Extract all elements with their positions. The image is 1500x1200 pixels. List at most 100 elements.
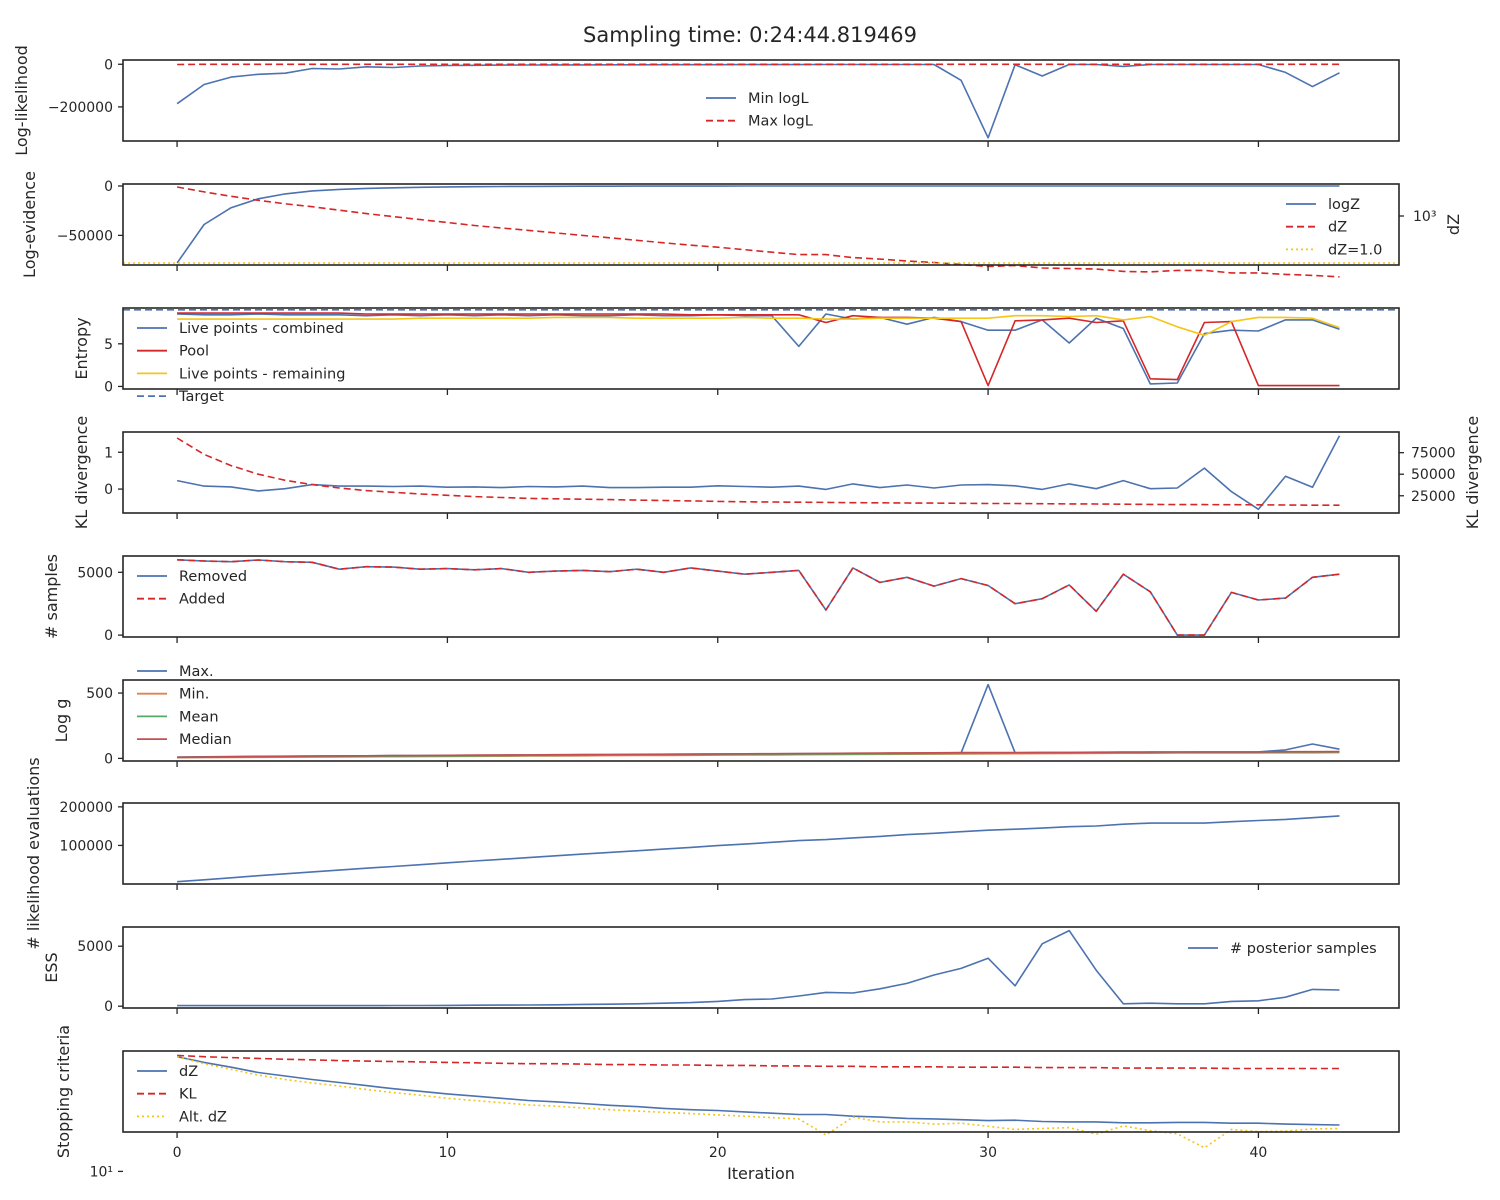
x-tick-label: 30 <box>979 1145 997 1161</box>
y-tick-label: −200000 <box>48 100 113 116</box>
axes-frame <box>122 183 1400 266</box>
series-line-dz <box>176 186 1340 278</box>
legend-entry: Max logL <box>748 114 813 130</box>
series-line-added <box>177 559 1340 636</box>
subplot-2: 0 −50000 10³ dZ Log-evidence logZ dZ dZ=1.0 <box>20 171 1463 278</box>
legend-entry: Pool <box>179 344 209 360</box>
axes-frame <box>122 802 1400 885</box>
y-tick-label: 500 <box>86 686 113 702</box>
legend-entry: Median <box>179 732 232 748</box>
legend-entry: # posterior samples <box>1230 941 1377 957</box>
y-tick-label: 0 <box>104 628 113 644</box>
legend: Max. Min. Mean Median <box>137 664 232 748</box>
y-tick-label: 200000 <box>60 800 113 816</box>
x-tick-label: 0 <box>173 1145 182 1161</box>
legend: Live points - combined Pool Live points - … <box>137 321 345 405</box>
y-tick-label: 10¹ <box>90 1164 113 1180</box>
y-axis-label: # likelihood evaluations <box>24 757 43 949</box>
y-tick-label: 0 <box>104 379 113 395</box>
series-line-dz <box>176 1055 1340 1126</box>
y-tick-label: 0 <box>104 999 113 1015</box>
legend-entry: dZ <box>179 1064 198 1080</box>
y-tick-label: 5000 <box>77 565 113 581</box>
legend-entry: Removed <box>179 569 247 585</box>
series-line-median <box>177 750 1340 759</box>
y-tick-label: 100000 <box>60 838 113 854</box>
series-line-live-points-remaining <box>177 314 1340 337</box>
y-tick-label: 0 <box>104 57 113 73</box>
subplots: 0 −200000 Log-likelihood Min logL Max logL 0 −… <box>12 45 1482 1183</box>
y-axis-label: Entropy <box>72 317 91 379</box>
legend: logZ dZ dZ=1.0 <box>1286 197 1382 258</box>
y-tick-label: 0 <box>104 482 113 498</box>
y-axis-label: Stopping criteria <box>54 1025 73 1158</box>
x-tick-label: 40 <box>1250 1145 1268 1161</box>
subplot-7: 100000 200000 # likelihood evaluations <box>24 757 1400 950</box>
subplot-6: 0 500 Log g Max. Min. Mean Median <box>52 664 1400 767</box>
series-line-max <box>177 683 1340 758</box>
series-line-posterior-samples <box>177 929 1340 1007</box>
x-axis-label: Iteration <box>727 1164 795 1183</box>
axes-frame <box>122 431 1400 514</box>
y-axis-label: ESS <box>42 952 61 982</box>
legend-entry: Live points - remaining <box>179 366 345 382</box>
series-line-s1 <box>176 435 1341 511</box>
legend-entry: Alt. dZ <box>179 1109 227 1125</box>
legend: Removed Added <box>137 569 247 608</box>
y-tick-label: 5 <box>104 337 113 353</box>
y-tick-label: 1 <box>104 445 113 461</box>
y-tick-label: 0 <box>104 179 113 195</box>
legend: Min logL Max logL <box>706 91 813 130</box>
legend-entry: Target <box>178 389 224 405</box>
axes-frame <box>122 679 1400 762</box>
series-line-live-points-combined <box>177 313 1340 385</box>
legend-entry: dZ=1.0 <box>1328 242 1382 258</box>
series-line-logz <box>176 185 1340 264</box>
y-axis-label: # samples <box>42 554 61 639</box>
legend-entry: Added <box>179 592 225 608</box>
figure-title: Sampling time: 0:24:44.819469 <box>583 23 917 47</box>
y2-tick-label: 25000 <box>1411 489 1456 505</box>
y-tick-label: 0 <box>104 751 113 767</box>
legend-entry: Min logL <box>748 91 809 107</box>
series-line-kl <box>177 1054 1340 1070</box>
legend-entry: Max. <box>179 664 214 680</box>
legend-entry: Min. <box>179 687 209 703</box>
axes-frame <box>122 59 1400 142</box>
y-axis-label: KL divergence <box>72 416 91 529</box>
axes-frame <box>122 926 1400 1009</box>
y2-axis-label: dZ <box>1444 214 1463 235</box>
series-line-s2 <box>176 437 1340 507</box>
x-tick-label: 20 <box>709 1145 727 1161</box>
axes-frame <box>122 307 1400 390</box>
y-axis-label: Log-evidence <box>20 171 39 278</box>
series-line-pool <box>177 312 1340 387</box>
subplot-5: 0 5000 # samples Removed Added <box>42 554 1400 644</box>
legend-entry: Live points - combined <box>179 321 344 337</box>
x-tick-label: 10 <box>438 1145 456 1161</box>
series-line-s1 <box>177 815 1340 883</box>
y2-tick-label: 50000 <box>1411 467 1456 483</box>
legend-entry: logZ <box>1328 197 1360 213</box>
y-axis-label: Log-likelihood <box>12 45 31 156</box>
legend: dZ KL Alt. dZ <box>137 1064 227 1125</box>
y2-axis-label: KL divergence <box>1463 416 1482 529</box>
y2-tick-label: 10³ <box>1413 209 1436 225</box>
y-tick-label: −50000 <box>57 228 113 244</box>
axes-frame <box>122 555 1400 638</box>
subplot-9: 10¹ Stopping criteria 0 10 20 30 40 Iteration dZ… <box>54 1025 1400 1183</box>
series-line-removed <box>177 559 1340 636</box>
subplot-8: 0 5000 ESS # posterior samples <box>42 926 1400 1015</box>
legend-entry: KL <box>179 1087 197 1103</box>
axes-frame <box>122 1050 1400 1133</box>
legend-entry: dZ <box>1328 220 1347 236</box>
y-tick-label: 5000 <box>77 939 113 955</box>
subplot-4: 0 1 25000 50000 75000 KL divergence KL diverge… <box>72 416 1482 529</box>
y-axis-label: Log g <box>52 699 71 743</box>
legend: # posterior samples <box>1188 941 1377 957</box>
subplot-1: 0 −200000 Log-likelihood Min logL Max logL <box>12 45 1400 156</box>
y2-tick-label: 75000 <box>1411 446 1456 462</box>
legend-entry: Mean <box>179 709 219 725</box>
